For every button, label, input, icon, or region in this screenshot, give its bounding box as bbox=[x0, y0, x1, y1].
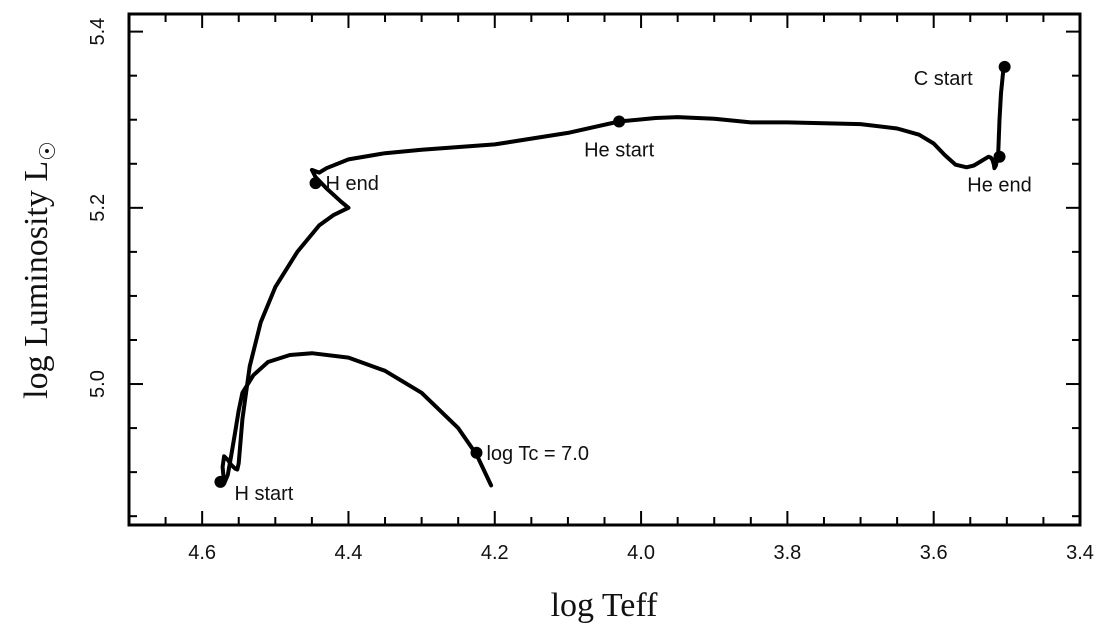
annotation-point bbox=[993, 150, 1006, 163]
plot-frame bbox=[127, 12, 1082, 527]
x-tick-label: 4.0 bbox=[627, 542, 655, 564]
annotation-label: C start bbox=[914, 68, 973, 90]
annotation-label: He end bbox=[967, 175, 1032, 197]
annotation-point bbox=[998, 60, 1011, 73]
x-tick-labels: 4.6 4.4 4.2 4.0 3.8 3.6 3.4 bbox=[188, 542, 1094, 564]
evolutionary-track-line bbox=[220, 64, 1007, 488]
x-tick-label: 3.8 bbox=[773, 542, 801, 564]
y-tick-label: 5.0 bbox=[87, 370, 109, 398]
y-tick-label: 5.2 bbox=[87, 194, 109, 222]
annotation-point bbox=[309, 177, 322, 190]
annotation-label: log Tc = 7.0 bbox=[486, 443, 588, 465]
x-tick-label: 3.6 bbox=[920, 542, 948, 564]
x-tick-label: 4.2 bbox=[481, 542, 509, 564]
axis-ticks bbox=[129, 14, 1080, 525]
sun-symbol-icon: ☉ bbox=[35, 141, 60, 161]
x-tick-label: 4.4 bbox=[335, 542, 363, 564]
y-tick-label: 5.4 bbox=[87, 18, 109, 46]
annotation-points bbox=[214, 60, 1011, 488]
annotation-point bbox=[613, 115, 626, 128]
x-tick-label: 4.6 bbox=[188, 542, 216, 564]
annotation-labels: H start H end He start He end C start log Tc … bbox=[234, 68, 1031, 505]
annotation-label: H end bbox=[326, 173, 379, 195]
y-axis-title: log Luminosity L☉ bbox=[18, 141, 60, 399]
annotation-point bbox=[214, 475, 227, 488]
x-tick-label: 3.4 bbox=[1066, 542, 1094, 564]
annotation-label: H start bbox=[234, 483, 293, 505]
y-tick-labels: 5.0 5.2 5.4 bbox=[87, 18, 109, 398]
y-axis-title-text: log Luminosity L bbox=[18, 161, 55, 399]
annotation-point bbox=[470, 446, 483, 459]
x-axis-title: log Teff bbox=[551, 587, 659, 624]
annotation-label: He start bbox=[584, 139, 654, 161]
